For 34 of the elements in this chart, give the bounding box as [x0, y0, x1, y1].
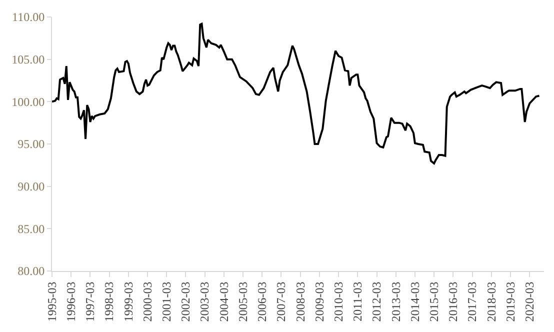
y-tick-label: 110.00 — [12, 10, 45, 24]
y-tick-label: 105.00 — [12, 52, 45, 67]
y-tick-label: 80.00 — [18, 264, 45, 278]
x-tick-label: 1998-03 — [102, 282, 116, 322]
x-tick-label: 2018-03 — [484, 282, 498, 322]
x-tick-label: 2012-03 — [370, 282, 384, 322]
x-tick-label: 2004-03 — [216, 282, 231, 322]
x-tick-label: 2015-03 — [426, 282, 441, 322]
x-tick-label: 1995-03 — [44, 282, 59, 322]
x-tick-label: 2001-03 — [160, 282, 174, 322]
x-tick-label: 2002-03 — [178, 282, 193, 322]
x-tick-label: 2017-03 — [465, 282, 480, 322]
y-tick-label: 85.00 — [18, 222, 45, 236]
x-tick-label: 2000-03 — [140, 282, 154, 322]
line-series — [52, 22, 540, 164]
x-tick-label: 2014-03 — [408, 282, 422, 322]
x-tick-label: 2011-03 — [350, 282, 365, 322]
x-tick-label: 2007-03 — [274, 282, 288, 322]
y-tick-label: 90.00 — [18, 180, 45, 194]
y-tick-label: 95.00 — [18, 137, 45, 152]
x-tick-label: 2010-03 — [331, 282, 346, 322]
x-tick-label: 1997-03 — [83, 282, 98, 322]
x-tick-label: 2009-03 — [312, 282, 326, 322]
x-tick-label: 2008-03 — [293, 282, 308, 322]
y-tick-label: 100.00 — [12, 94, 45, 109]
x-tick-label: 2013-03 — [388, 282, 403, 322]
x-tick-label: 1999-03 — [121, 282, 136, 322]
x-tick-label: 2003-03 — [198, 282, 212, 322]
x-tick-label: 2020-03 — [522, 282, 537, 322]
x-tick-label: 2005-03 — [236, 282, 250, 322]
x-tick-label: 2016-03 — [446, 282, 460, 322]
x-tick-label: 2006-03 — [255, 282, 270, 322]
x-tick-label: 1996-03 — [64, 282, 78, 322]
x-tick-label: 2019-03 — [503, 282, 518, 322]
